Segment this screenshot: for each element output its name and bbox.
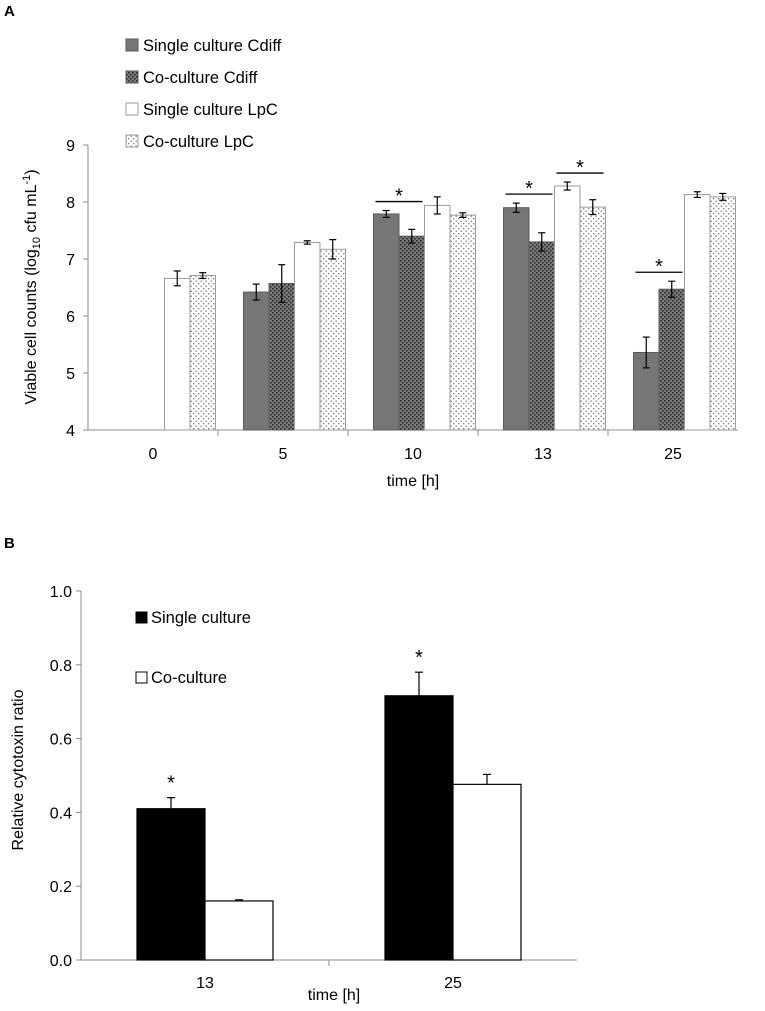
panel-b-y-tick-label: 0.2 bbox=[50, 879, 72, 896]
panel-a-bar bbox=[319, 248, 346, 431]
panel-a-x-tick-label: 13 bbox=[534, 446, 552, 463]
panel-a-significance-star: * bbox=[395, 186, 403, 208]
panel-a-x-tick-label: 10 bbox=[404, 446, 422, 463]
panel-a-bar bbox=[164, 277, 191, 431]
panel-a-legend-swatch bbox=[125, 134, 139, 148]
panel-a-significance-star: * bbox=[576, 157, 584, 179]
panel-a-bar bbox=[554, 185, 581, 431]
panel-a-significance-star: * bbox=[655, 256, 663, 278]
panel-a-x-tick-label: 5 bbox=[279, 446, 288, 463]
panel-a-y-tick-label: 5 bbox=[66, 366, 75, 383]
panel-b-bar bbox=[384, 695, 454, 961]
panel-a-y-tick-label: 6 bbox=[66, 309, 75, 326]
panel-a-bar bbox=[528, 241, 555, 431]
panel-a-x-tick-label: 25 bbox=[664, 446, 682, 463]
panel-a-bar bbox=[268, 283, 295, 431]
panel-b-legend-label: Single culture bbox=[151, 609, 251, 627]
panel-b-bar bbox=[136, 808, 206, 961]
panel-b-y-axis-title: Relative cytotoxin ratio bbox=[10, 689, 27, 850]
panel-b-significance-star: * bbox=[415, 647, 423, 669]
panel-a-x-tick-label: 0 bbox=[149, 446, 158, 463]
panel-b-y-tick-label: 0.0 bbox=[50, 953, 72, 970]
panel-a-x-axis-title: time [h] bbox=[387, 473, 439, 490]
panel-a-bar bbox=[684, 194, 711, 431]
panel-a-bar bbox=[658, 288, 685, 431]
panel-b-x-tick-label: 13 bbox=[196, 975, 214, 992]
panel-b-bar bbox=[452, 783, 522, 961]
panel-a-bar bbox=[424, 204, 451, 431]
panel-a-bar bbox=[243, 291, 270, 431]
panel-b-x-axis-title: time [h] bbox=[308, 987, 360, 1004]
panel-a-significance-star: * bbox=[525, 178, 533, 200]
panel-b-y-tick-label: 0.8 bbox=[50, 658, 72, 675]
panel-a-bar bbox=[709, 196, 736, 431]
panel-b-chart: 0.0 0.2 0.4 0.6 0.8 1.0 13 25 * * Single culture Co… bbox=[50, 584, 577, 992]
panel-a-label: A bbox=[4, 3, 15, 20]
panel-a-legend-swatch bbox=[125, 38, 139, 52]
panel-a-bar bbox=[449, 214, 476, 431]
panel-a-bar bbox=[579, 206, 606, 431]
panel-a-legend-label: Co-culture LpC bbox=[143, 133, 254, 151]
panel-a-legend-swatch bbox=[125, 70, 139, 84]
panel-a-bar bbox=[373, 213, 400, 431]
panel-a-bar bbox=[294, 241, 321, 431]
panel-b-y-tick-label: 0.4 bbox=[50, 805, 72, 822]
panel-a-y-tick-label: 9 bbox=[66, 138, 75, 155]
panel-a-legend-swatch bbox=[125, 102, 139, 116]
panel-a-y-tick-label: 8 bbox=[66, 195, 75, 212]
panel-b-y-tick-label: 1.0 bbox=[50, 584, 72, 601]
panel-a-legend-label: Co-culture Cdiff bbox=[143, 69, 258, 87]
panel-b-legend-label: Co-culture bbox=[151, 669, 227, 687]
panel-a-chart: 4 5 6 7 8 9 0 5 10 13 25 * * * * Single culture Cdiff Co… bbox=[66, 37, 738, 463]
panel-b-significance-star: * bbox=[167, 773, 175, 795]
panel-b-legend-swatch bbox=[135, 611, 148, 624]
panel-a-y-tick-label: 4 bbox=[66, 423, 75, 440]
panel-a-legend-label: Single culture LpC bbox=[143, 101, 278, 119]
panel-a-bar bbox=[503, 207, 530, 431]
panel-b-legend-swatch bbox=[135, 671, 148, 684]
panel-a-y-axis-title: Viable cell counts (log10 cfu mL-1) bbox=[21, 169, 43, 404]
panel-b-x-tick-label: 25 bbox=[444, 975, 462, 992]
panel-b-label: B bbox=[4, 535, 15, 552]
panel-b-bar bbox=[204, 900, 274, 961]
panel-b-y-tick-label: 0.6 bbox=[50, 732, 72, 749]
panel-a-bar bbox=[398, 235, 425, 431]
panel-a-y-tick-label: 7 bbox=[66, 252, 75, 269]
panel-a-bar bbox=[189, 275, 216, 431]
panel-a-legend-label: Single culture Cdiff bbox=[143, 37, 282, 55]
